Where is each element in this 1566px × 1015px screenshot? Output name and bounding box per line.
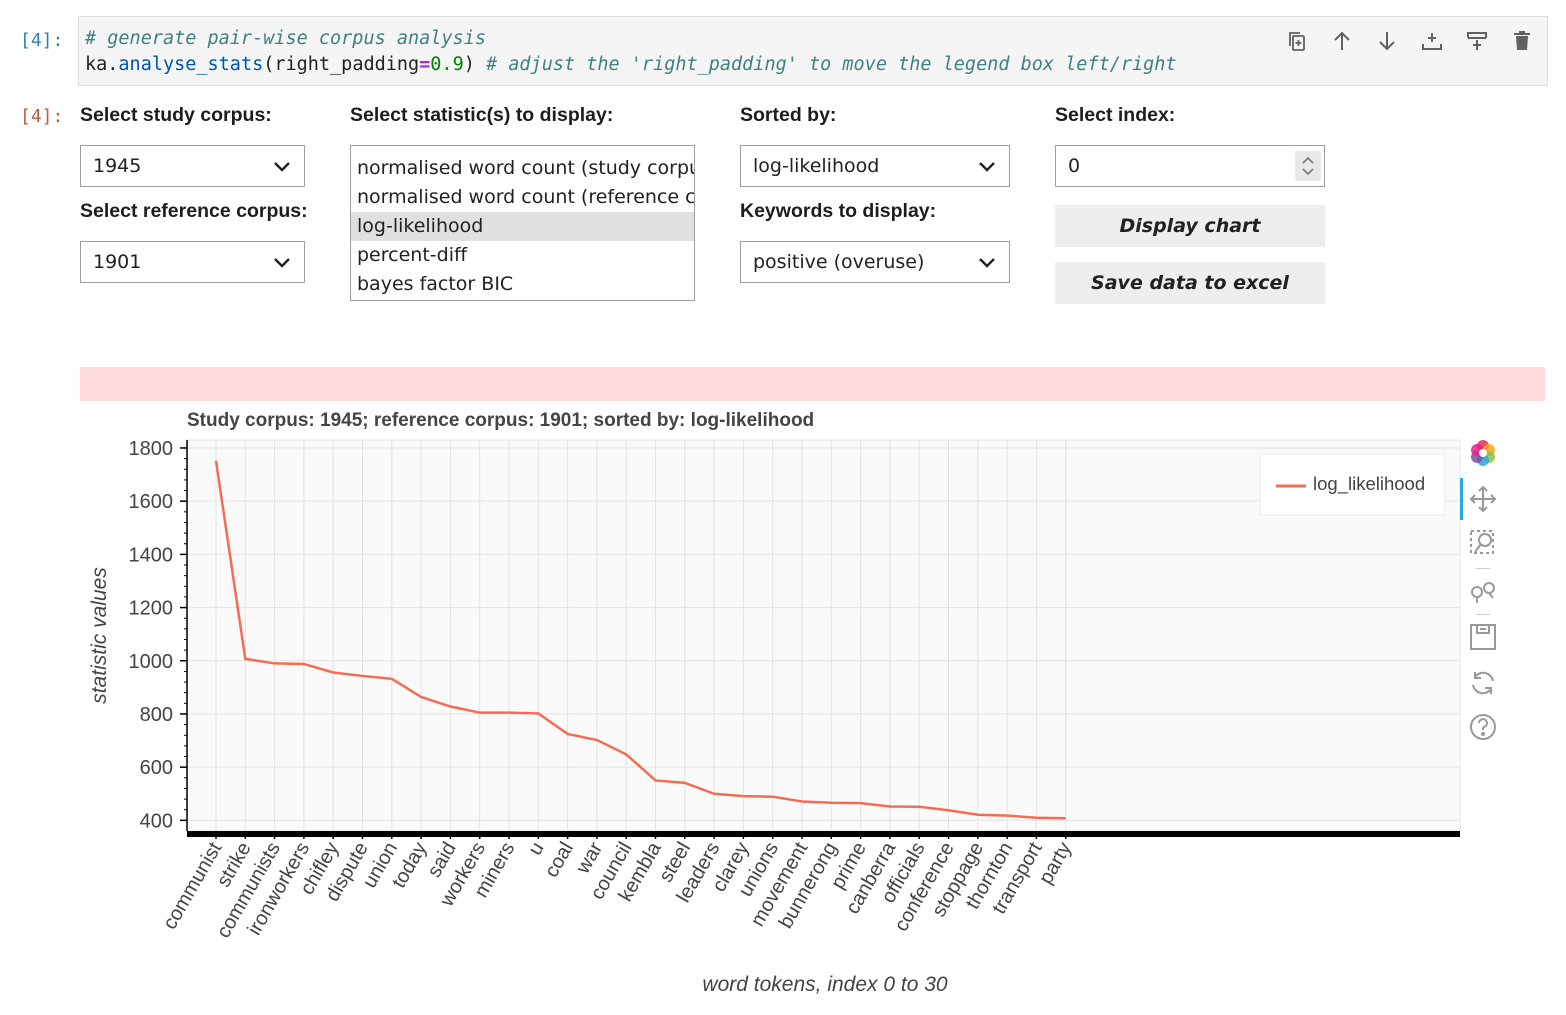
statistics-option[interactable]: percent-diff <box>357 244 468 266</box>
chevron-down-icon <box>979 162 995 172</box>
move-up-icon[interactable] <box>1325 26 1358 56</box>
code-param: right_padding <box>274 54 420 75</box>
grid <box>187 440 1460 831</box>
y-tick-label: 1200 <box>129 598 174 620</box>
study-corpus-dropdown[interactable]: 1945 <box>80 145 305 187</box>
help-icon[interactable] <box>1466 710 1500 744</box>
y-tick-label: 1600 <box>129 491 174 513</box>
x-axis-line <box>187 831 1460 837</box>
chevron-down-icon <box>979 258 995 268</box>
code-comment: # generate pair-wise corpus analysis <box>85 28 486 49</box>
reference-corpus-value: 1901 <box>93 251 142 273</box>
pan-icon[interactable] <box>1466 482 1500 516</box>
x-axis-label: word tokens, index 0 to 30 <box>702 973 947 996</box>
statistics-option[interactable]: normalised word count (reference corpus) <box>357 186 694 208</box>
save-excel-button[interactable]: Save data to excel <box>1055 262 1325 304</box>
insert-below-icon[interactable] <box>1415 26 1448 56</box>
chart-title: Study corpus: 1945; reference corpus: 19… <box>187 410 814 431</box>
y-tick-label: 800 <box>140 704 173 726</box>
study-corpus-label: Select study corpus: <box>80 104 272 126</box>
legend[interactable]: log_likelihood <box>1259 453 1446 516</box>
code-line-2: ka.analyse_stats(right_padding=0.9) # ad… <box>85 54 1177 75</box>
code-line-1: # generate pair-wise corpus analysis <box>85 28 486 49</box>
input-prompt: [4]: <box>20 30 64 51</box>
y-tick-label: 1400 <box>129 544 174 566</box>
legend-label: log_likelihood <box>1313 473 1425 495</box>
reference-corpus-label: Select reference corpus: <box>80 200 308 222</box>
y-axis: 400 600 800 1000 1200 1400 1600 1800 <box>129 438 188 832</box>
reference-corpus-dropdown[interactable]: 1901 <box>80 241 305 283</box>
series-line-log-likelihood <box>214 460 1066 820</box>
keywords-value: positive (overuse) <box>753 251 925 273</box>
cell-toolbar <box>1280 26 1538 56</box>
spin-down-icon[interactable] <box>1301 166 1315 178</box>
code-function: analyse_stats <box>118 54 264 75</box>
index-input[interactable]: 0 <box>1055 145 1325 187</box>
sorted-by-dropdown[interactable]: log-likelihood <box>740 145 1010 187</box>
plot-area[interactable] <box>186 439 1461 832</box>
move-down-icon[interactable] <box>1370 26 1403 56</box>
delete-icon[interactable] <box>1505 26 1538 56</box>
save-icon[interactable] <box>1466 620 1500 654</box>
chevron-down-icon <box>274 162 290 172</box>
code-dot: . <box>107 54 119 75</box>
duplicate-cell-icon[interactable] <box>1280 26 1313 56</box>
code-paren-open: ( <box>263 54 275 75</box>
chevron-down-icon <box>274 258 290 268</box>
y-tick-label: 400 <box>140 810 173 832</box>
statistics-option[interactable]: normalised word count (study corpus) <box>357 157 694 179</box>
statistics-option[interactable]: bayes factor BIC <box>357 273 514 295</box>
code-paren-close: ) <box>463 54 486 75</box>
x-tick-label: coal <box>541 839 578 882</box>
x-tick-label: party <box>1035 839 1076 889</box>
bokeh-logo-icon[interactable] <box>1466 436 1500 470</box>
display-chart-button[interactable]: Display chart <box>1055 205 1325 247</box>
spin-up-icon[interactable] <box>1301 154 1315 166</box>
code-inline-comment: # adjust the 'right_padding' to move the… <box>486 54 1177 75</box>
index-label: Select index: <box>1055 104 1176 126</box>
stderr-output-band <box>80 367 1545 401</box>
keywords-label: Keywords to display: <box>740 200 937 222</box>
sorted-by-value: log-likelihood <box>753 155 880 177</box>
insert-above-icon[interactable] <box>1460 26 1493 56</box>
toolbar-divider <box>1476 568 1490 569</box>
x-tick-label: u <box>524 839 549 860</box>
statistics-label: Select statistic(s) to display: <box>350 104 614 126</box>
y-tick-label: 1800 <box>129 438 174 460</box>
y-tick-label: 1000 <box>129 651 174 673</box>
index-value: 0 <box>1068 155 1081 177</box>
code-object: ka <box>85 54 108 75</box>
code-editor[interactable]: # generate pair-wise corpus analysis ka.… <box>78 16 1548 86</box>
x-axis: communiststrikecommunistsironworkerschif… <box>159 831 1460 942</box>
x-tick-label: communist <box>159 838 227 933</box>
y-axis-label: statistic values <box>88 567 111 704</box>
statistics-multiselect[interactable]: normalised word count (study corpus) nor… <box>350 145 695 301</box>
keywords-dropdown[interactable]: positive (overuse) <box>740 241 1010 283</box>
wheel-zoom-icon[interactable] <box>1466 574 1500 608</box>
toolbar-divider <box>1476 614 1490 615</box>
sorted-by-label: Sorted by: <box>740 104 837 126</box>
code-number: 0.9 <box>430 54 464 75</box>
box-zoom-icon[interactable] <box>1466 526 1500 560</box>
y-tick-label: 600 <box>140 757 173 779</box>
index-spinner[interactable] <box>1295 151 1321 181</box>
study-corpus-value: 1945 <box>93 155 142 177</box>
active-tool-indicator <box>1460 478 1463 520</box>
statistics-option-selected[interactable]: log-likelihood <box>351 212 694 241</box>
output-prompt: [4]: <box>20 106 64 127</box>
chart[interactable]: Study corpus: 1945; reference corpus: 19… <box>0 400 1566 1015</box>
reset-icon[interactable] <box>1466 666 1500 700</box>
code-operator: = <box>419 54 431 75</box>
